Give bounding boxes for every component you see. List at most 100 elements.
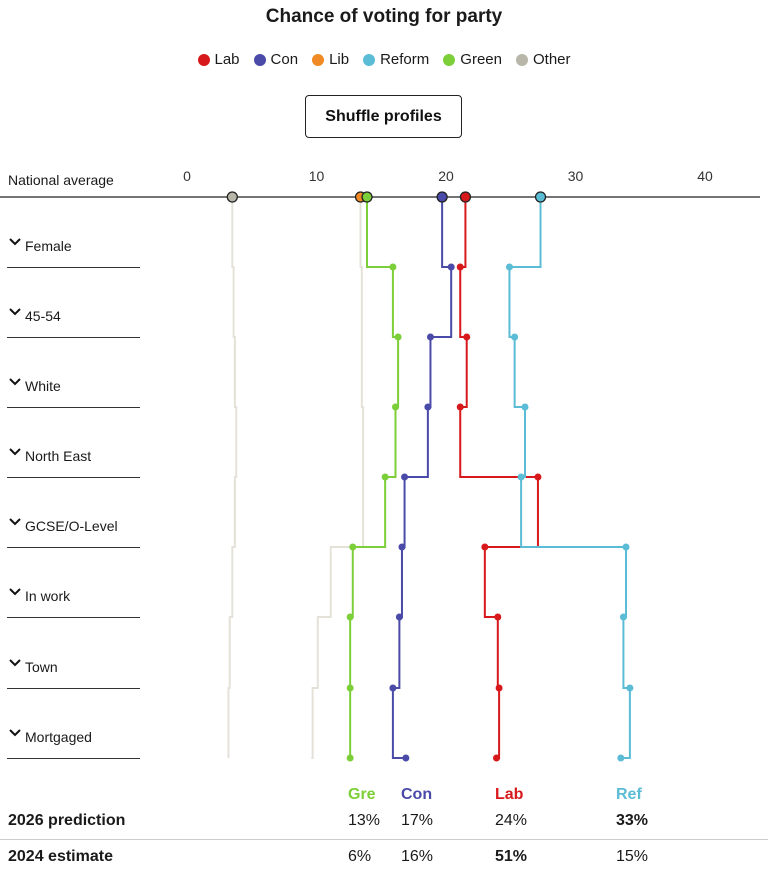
series-point-lab <box>495 684 503 692</box>
series-point-reform <box>622 543 630 551</box>
trail-line-lib <box>311 197 365 759</box>
summary-header-lab: Lab <box>495 786 524 803</box>
series-point-green <box>346 684 354 692</box>
series-point-reform <box>521 403 529 411</box>
profile-female[interactable]: Female <box>7 232 140 268</box>
summary-cell: 51% <box>495 848 528 865</box>
national-average-marker-other <box>226 191 238 203</box>
national-average-marker-green <box>361 191 373 203</box>
series-point-con <box>395 613 403 621</box>
legend-item-lib: Lib <box>312 51 349 68</box>
summary-row-label: 2024 estimate <box>8 848 113 865</box>
series-point-green <box>391 403 399 411</box>
profile-label: GCSE/O-Level <box>25 518 118 534</box>
legend-swatch <box>443 53 456 66</box>
series-line-lab <box>459 197 539 759</box>
series-point-lab <box>463 333 471 341</box>
chevron-down-icon <box>9 238 21 246</box>
x-tick-label: 20 <box>438 168 454 184</box>
legend-label: Green <box>460 51 502 68</box>
chart-title: Chance of voting for party <box>265 6 503 27</box>
series-point-lab <box>494 613 502 621</box>
summary-cell: 15% <box>616 848 649 865</box>
profile-mortgaged[interactable]: Mortgaged <box>7 723 140 759</box>
profile-label: In work <box>25 588 71 604</box>
profile-label: White <box>25 378 61 394</box>
profile-label: Female <box>25 238 72 254</box>
profile-label: Mortgaged <box>25 729 92 745</box>
summary-header-con: Con <box>401 786 433 803</box>
legend-item-other: Other <box>515 51 571 68</box>
chart-plot: 0 10 20 30 40 <box>0 168 760 762</box>
legend-label: Reform <box>380 51 430 68</box>
summary-cell: 16% <box>401 848 434 865</box>
chevron-down-icon <box>9 588 21 596</box>
summary-header-ref: Ref <box>616 786 642 803</box>
series-point-con <box>398 543 406 551</box>
profile-in-work[interactable]: In work <box>7 582 140 618</box>
chevron-down-icon <box>9 448 21 456</box>
series-point-lab <box>456 263 464 271</box>
national-average-marker-con <box>436 191 448 203</box>
summary-header-gre: Gre <box>348 786 376 803</box>
series-point-con <box>426 333 434 341</box>
series-point-con <box>389 684 397 692</box>
national-average-marker-reform <box>534 191 547 203</box>
legend-item-lab: Lab <box>197 51 240 68</box>
series-point-reform <box>511 333 519 341</box>
national-average-label: National average <box>8 172 114 188</box>
series-point-reform <box>626 684 634 692</box>
series-point-lab <box>493 754 501 762</box>
profile-town[interactable]: Town <box>7 653 140 689</box>
profile-gcse-o-level[interactable]: GCSE/O-Level <box>7 512 140 548</box>
chevron-down-icon <box>9 518 21 526</box>
legend-label: Lib <box>329 51 350 68</box>
summary-cell: 33% <box>616 812 649 829</box>
profile-45-54[interactable]: 45-54 <box>7 302 140 338</box>
row-divider <box>0 839 768 840</box>
series-point-green <box>394 333 402 341</box>
series-point-con <box>401 473 409 481</box>
series-point-con <box>402 754 410 762</box>
series-point-lab <box>481 543 489 551</box>
shuffle-profiles-button[interactable]: Shuffle profiles <box>305 95 462 138</box>
legend-swatch <box>363 53 376 66</box>
trail-line-other <box>227 197 238 758</box>
series-point-green <box>346 754 354 762</box>
chevron-down-icon <box>9 378 21 386</box>
legend-item-con: Con <box>253 51 298 68</box>
series-point-lab <box>534 473 542 481</box>
profile-north-east[interactable]: North East <box>7 442 140 478</box>
series-point-green <box>381 473 389 481</box>
series-point-lab <box>456 403 464 411</box>
x-tick-label: 0 <box>183 168 191 184</box>
legend-swatch <box>515 53 528 66</box>
legend: Lab Con Lib Reform Green Other <box>0 51 768 68</box>
chevron-down-icon <box>9 308 21 316</box>
legend-swatch <box>312 53 325 66</box>
x-tick-label: 30 <box>568 168 584 184</box>
national-average-marker-lab <box>459 191 472 203</box>
summary-cell: 13% <box>348 812 381 829</box>
legend-item-green: Green <box>443 51 502 68</box>
series-point-reform <box>617 754 625 762</box>
x-tick-label: 10 <box>309 168 325 184</box>
summary-cell: 17% <box>401 812 434 829</box>
legend-swatch <box>197 53 210 66</box>
profile-white[interactable]: White <box>7 372 140 408</box>
series-point-reform <box>619 613 627 621</box>
series-point-green <box>349 543 357 551</box>
series-point-con <box>447 263 455 271</box>
legend-label: Other <box>532 51 571 68</box>
chevron-down-icon <box>9 659 21 667</box>
legend-swatch <box>253 53 266 66</box>
profile-label: North East <box>25 448 92 464</box>
summary-cell: 24% <box>495 812 528 829</box>
series-point-green <box>389 263 397 271</box>
series-line-green <box>349 197 400 758</box>
profile-label: Town <box>25 659 58 675</box>
summary-row-label: 2026 prediction <box>8 812 126 829</box>
series-point-reform <box>505 263 513 271</box>
x-tick-label: 40 <box>697 168 713 184</box>
summary-cell: 6% <box>348 848 372 865</box>
